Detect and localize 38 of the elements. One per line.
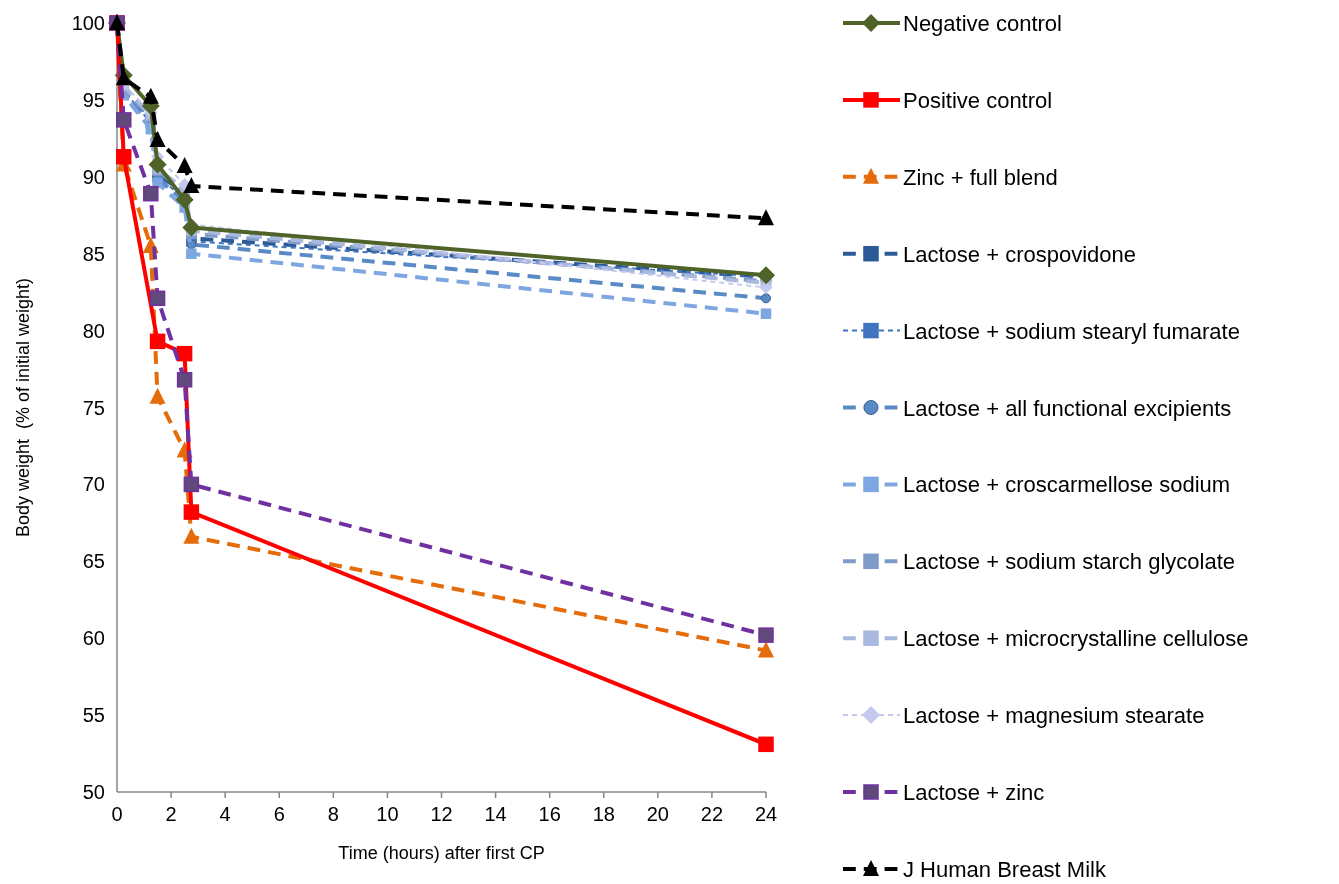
legend-label: Positive control <box>903 87 1053 113</box>
y-tick-label: 70 <box>82 473 105 496</box>
y-tick-label: 60 <box>82 627 105 650</box>
x-tick-label: 10 <box>376 803 399 825</box>
y-tick-label: 90 <box>82 165 105 188</box>
legend-label: Zinc + full blend <box>903 164 1058 190</box>
x-tick-label: 0 <box>111 803 123 825</box>
x-tick-label: 4 <box>219 803 231 825</box>
y-tick-label: 95 <box>82 88 105 111</box>
legend-label: J Human Breast Milk <box>903 856 1107 882</box>
y-tick-label: 75 <box>82 396 105 419</box>
x-axis-title: Time (hours) after first CP <box>338 843 545 863</box>
x-tick-label: 16 <box>538 803 561 825</box>
x-tick-label: 14 <box>484 803 507 825</box>
y-tick-label: 50 <box>82 781 105 803</box>
legend-label: Lactose + crospovidone <box>903 241 1136 267</box>
x-tick-label: 2 <box>165 803 177 825</box>
legend-label: Lactose + microcrystalline cellulose <box>903 626 1249 652</box>
y-axis-title: Body weight (% of initial weight) <box>13 277 33 538</box>
legend-label: Lactose + all functional excipients <box>903 395 1232 421</box>
legend-label: Lactose + zinc <box>903 780 1045 805</box>
legend-label: Lactose + magnesium stearate <box>903 703 1205 729</box>
x-tick-label: 6 <box>273 803 285 825</box>
x-tick-label: 12 <box>430 803 453 825</box>
x-tick-label: 24 <box>754 803 778 825</box>
x-tick-label: 18 <box>592 803 615 825</box>
x-tick-label: 22 <box>700 803 724 825</box>
x-tick-label: 8 <box>327 803 339 825</box>
y-tick-label: 100 <box>71 12 105 34</box>
y-tick-label: 80 <box>82 319 105 342</box>
legend-label: Lactose + croscarmellose sodium <box>903 472 1231 498</box>
y-tick-label: 55 <box>82 704 105 727</box>
legend-label: Lactose + sodium starch glycolate <box>903 549 1236 575</box>
y-tick-label: 65 <box>82 550 105 573</box>
x-tick-label: 20 <box>646 803 669 825</box>
legend-label: Lactose + sodium stearyl fumarate <box>903 318 1240 344</box>
y-tick-label: 85 <box>82 242 105 265</box>
legend-label: Negative control <box>903 11 1062 36</box>
